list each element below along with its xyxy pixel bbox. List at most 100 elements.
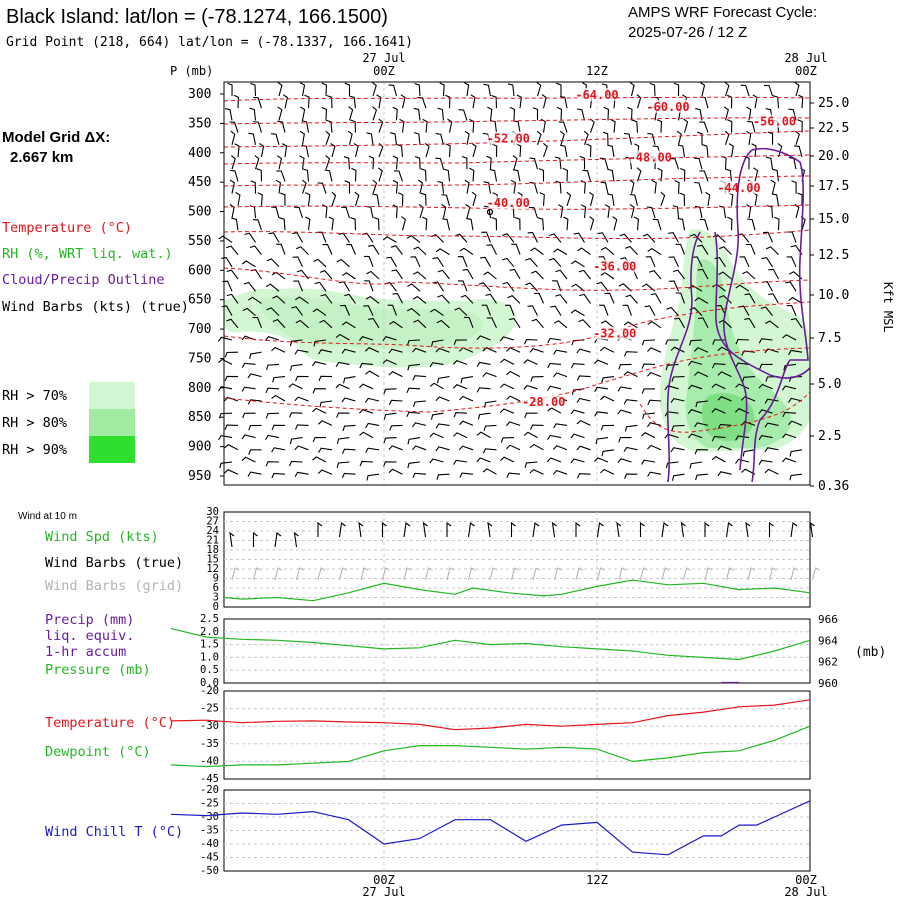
model-grid-value: 2.667 km <box>10 149 73 166</box>
wind-barb <box>500 437 515 443</box>
wind-barb <box>313 339 327 347</box>
wind-barb <box>336 437 350 445</box>
wind-barb <box>586 143 592 158</box>
wind-barb <box>225 108 233 121</box>
wind-barb <box>795 130 800 145</box>
pressure-tick-label-3: 450 <box>188 175 211 190</box>
wind-barb <box>506 395 521 402</box>
wind-barb <box>437 180 445 194</box>
grid-barb <box>639 567 648 581</box>
wind-barb <box>363 305 374 316</box>
wind-barb <box>624 473 638 479</box>
wind-barb <box>218 434 233 441</box>
rh-legend: RH > 70% RH > 80% RH > 90% <box>2 382 135 463</box>
wind-barb <box>747 218 756 231</box>
wind-barb <box>361 232 374 243</box>
wind-barb <box>547 362 562 369</box>
wind-barb <box>506 472 521 478</box>
surface-barb <box>575 521 581 537</box>
wind-barb <box>341 448 356 455</box>
wind-panel-tick-label-5: 15 <box>206 554 219 566</box>
grid-barb <box>575 567 584 581</box>
wind-barb <box>546 457 562 463</box>
wind-barb <box>241 456 256 463</box>
wind-barb <box>670 397 685 404</box>
surface-barb <box>252 531 258 547</box>
wind-barb <box>271 394 286 402</box>
wind-barb <box>252 316 263 328</box>
wind-barb <box>746 106 752 121</box>
wind-barb <box>623 399 638 405</box>
surface-barb <box>293 531 299 548</box>
wind-barb <box>429 432 444 439</box>
surface-barb <box>422 521 428 538</box>
wind-barb <box>482 372 497 378</box>
wind-barb <box>508 317 521 329</box>
wind-barb <box>250 82 257 97</box>
wind-barb <box>607 144 615 158</box>
wind-barb <box>294 424 309 430</box>
wind-barb <box>741 376 756 383</box>
wind-barb <box>617 409 632 415</box>
wind-barb <box>465 204 471 219</box>
wind-barb <box>559 144 568 158</box>
wind-barb <box>711 408 726 414</box>
wind-barb <box>422 216 428 231</box>
wind-barb <box>649 269 662 280</box>
wind-barb <box>224 443 239 451</box>
wind-barb <box>782 411 797 418</box>
wind-barb <box>547 337 562 344</box>
contour-label-bg <box>488 131 529 145</box>
wind-barb <box>464 82 470 97</box>
wind-barb <box>553 349 568 355</box>
wind-barb <box>506 370 521 378</box>
wind-barb <box>536 81 542 97</box>
wind-barb <box>786 304 797 316</box>
wind-barb <box>413 107 421 121</box>
wind-barb <box>389 424 403 431</box>
wind-barb <box>331 191 337 206</box>
rh-legend-label-0: RH > 70% <box>2 388 67 404</box>
surface-barb <box>680 521 686 538</box>
wind-barb <box>249 205 257 219</box>
wind-barb <box>723 106 729 121</box>
wind-barb <box>580 204 587 219</box>
wind-barb <box>435 423 450 429</box>
wind-barb <box>382 236 397 243</box>
wind-barb <box>301 179 307 194</box>
wind-barb <box>647 132 656 145</box>
wind-barb <box>311 361 327 367</box>
contour-label-bg <box>630 150 671 164</box>
wind-barb <box>354 191 360 206</box>
wind-panel-tick-label-9: 3 <box>213 592 219 604</box>
wind-barb <box>341 397 356 403</box>
wind-barb <box>500 358 515 365</box>
wind-barb <box>697 244 709 255</box>
surface-barb <box>358 521 364 538</box>
wind-barb <box>410 256 421 268</box>
wind-barb <box>489 169 498 182</box>
wind-barb <box>458 445 474 451</box>
wind-barb <box>785 281 797 292</box>
wind-barb <box>218 235 233 243</box>
wind-barb <box>529 424 544 430</box>
pressure-tick-label-2: 962 <box>818 656 838 669</box>
wind-barb <box>781 457 797 463</box>
contour-label-6: -40.00 <box>487 196 530 210</box>
wind-barb <box>745 243 756 255</box>
surface-barb <box>274 532 282 548</box>
wind-barb <box>747 120 756 133</box>
wind-barb <box>671 473 685 481</box>
wind-barb <box>254 155 260 170</box>
wind-barb <box>325 130 331 145</box>
wind-barb <box>666 306 679 316</box>
wind-barb <box>629 203 635 219</box>
wind-barb <box>282 94 289 109</box>
wind-barb <box>259 143 265 158</box>
surface-barb <box>317 521 323 537</box>
wind-barb <box>791 180 797 194</box>
pressure-tick-label-11: 850 <box>188 410 211 425</box>
wind-barb <box>570 409 585 415</box>
wind-barb <box>552 445 568 451</box>
